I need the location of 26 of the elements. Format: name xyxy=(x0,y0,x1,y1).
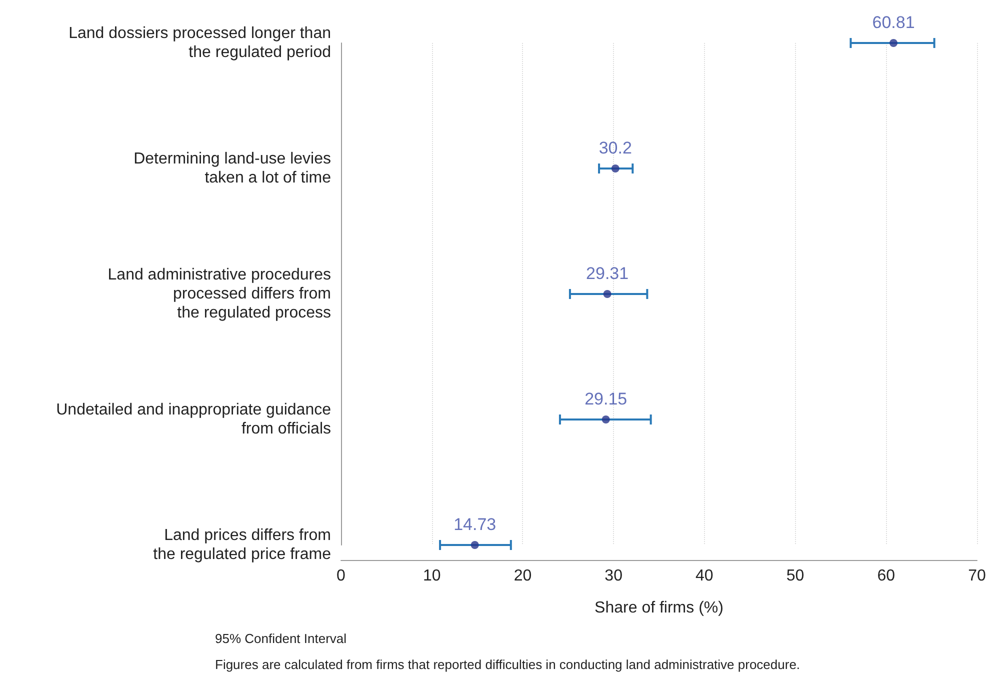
point xyxy=(602,416,610,424)
data-label: 30.2 xyxy=(598,138,632,158)
y-tick-label: Determining land-use levies taken a lot of time xyxy=(134,150,332,186)
y-tick-label: Land dossiers processed longer than the regulated period xyxy=(68,25,331,61)
y-tick-label: Undetailed and inappropriate guidance from officials xyxy=(56,402,332,438)
point xyxy=(470,541,479,549)
data-label: 14.73 xyxy=(454,515,496,534)
y-tick-label: Land prices differs from the regulated price frame xyxy=(153,527,332,563)
x-tick-label: 0 xyxy=(336,568,346,584)
data-label: 29.31 xyxy=(586,264,629,283)
point xyxy=(611,164,620,172)
x-axis-title: Share of firms (%) xyxy=(594,600,724,616)
x-tick-label: 30 xyxy=(604,568,623,584)
y-tick-label: Land administrative procedures processed differs from the regulated process xyxy=(108,266,331,322)
x-tick-label: 20 xyxy=(514,568,532,584)
annotation: Figures are calculated from firms that reported difficulties in conducting land administrative procedure. xyxy=(215,657,800,672)
data-label: 60.81 xyxy=(872,13,915,32)
x-tick-label: 60 xyxy=(877,568,896,584)
annotation: 95% Confident Interval xyxy=(215,631,347,646)
x-tick-label: 50 xyxy=(786,568,804,584)
x-tick-label: 70 xyxy=(968,568,986,584)
x-tick-label: 10 xyxy=(422,568,441,584)
point xyxy=(603,290,612,298)
point xyxy=(890,39,898,47)
data-label: 29.15 xyxy=(584,390,628,408)
x-tick-label: 40 xyxy=(696,568,714,584)
